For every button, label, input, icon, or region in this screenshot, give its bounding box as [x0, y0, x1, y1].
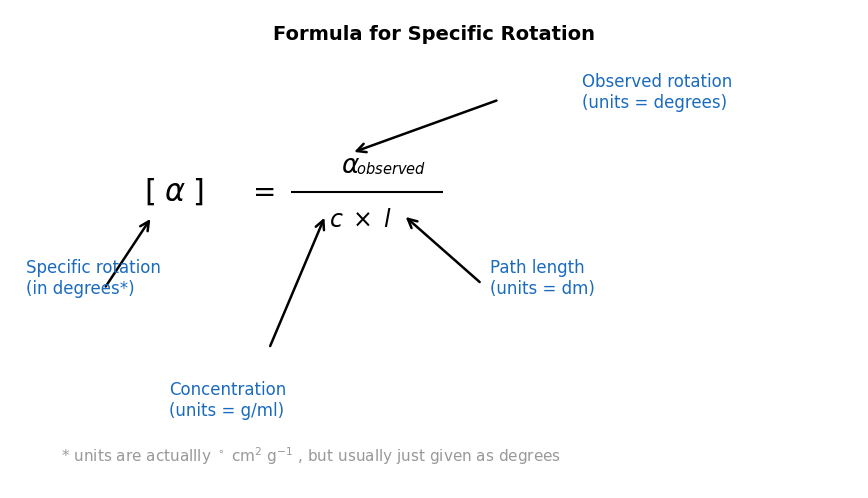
Text: $_{\mathit{observed}}$: $_{\mathit{observed}}$ — [356, 158, 426, 177]
Text: Specific rotation
(in degrees*): Specific rotation (in degrees*) — [26, 259, 161, 298]
Text: Observed rotation
(units = degrees): Observed rotation (units = degrees) — [582, 73, 732, 112]
Text: * units are actuallly $^\circ$ cm$^2$ g$^{-1}$ , but usually just given as degre: * units are actuallly $^\circ$ cm$^2$ g$… — [61, 445, 561, 467]
Text: Path length
(units = dm): Path length (units = dm) — [490, 259, 595, 298]
Text: $=$: $=$ — [247, 178, 274, 205]
Text: Formula for Specific Rotation: Formula for Specific Rotation — [273, 25, 595, 44]
Text: $\alpha$: $\alpha$ — [341, 153, 360, 178]
Text: Concentration
(units = g/ml): Concentration (units = g/ml) — [169, 381, 286, 420]
Text: $\mathit{c} \;\times\; \mathit{l}$: $\mathit{c} \;\times\; \mathit{l}$ — [329, 209, 391, 232]
Text: $[ \; \alpha \; ]$: $[ \; \alpha \; ]$ — [144, 176, 203, 207]
